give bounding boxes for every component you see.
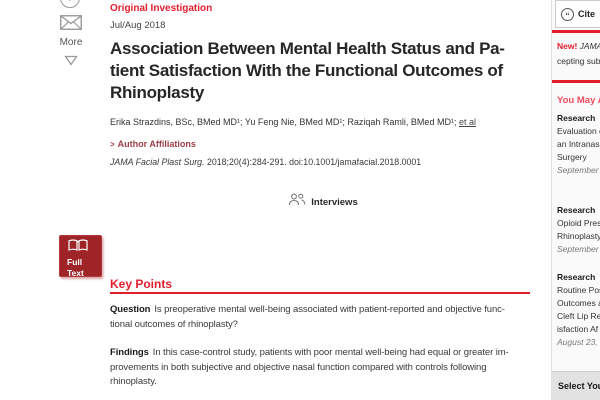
related-item-title[interactable]: Opioid Presc (557, 218, 600, 228)
findings-text: In this case-control study, patients wit… (152, 347, 509, 358)
promo-text: JAMA Fac (579, 41, 600, 51)
related-item-date: September 2 (557, 165, 600, 175)
divider (552, 30, 600, 33)
author-names: Erika Strazdins, BSc, BMed MD¹; Yu Feng … (110, 117, 459, 127)
question-text: Is preoperative mental well-being associ… (154, 304, 505, 315)
right-sidebar: “ Cite New! JAMA Fac cepting sub You May… (551, 0, 600, 400)
article-category[interactable]: Original Investigation (110, 3, 213, 14)
people-icon (288, 193, 306, 211)
related-item-date: September 2 (557, 244, 600, 254)
issue-date: Jul/Aug 2018 (110, 20, 166, 31)
related-item-title[interactable]: Surgery (557, 152, 587, 162)
title-line: tient Satisfaction With the Functional O… (110, 61, 503, 80)
citation-details: 2018;20(4):284-291. doi:10.1001/jamafaci… (204, 157, 422, 167)
findings-label: Findings (110, 347, 149, 358)
et-al-link[interactable]: et al (458, 117, 476, 127)
you-may-also-like-heading: You May Also Like (557, 95, 600, 106)
related-item-title[interactable]: Outcomes a (557, 298, 600, 308)
select-your-interests-button[interactable]: Select Your Interests (552, 371, 600, 400)
full-text-button[interactable]: Full Text (59, 235, 102, 277)
divider (552, 80, 600, 83)
related-item-title[interactable]: Rhinoplasty (557, 231, 600, 241)
select-your-interests-label: Select Your Interests (558, 381, 600, 391)
related-item-title[interactable]: Routine Pos (557, 285, 600, 295)
question-text: tional outcomes of rhinoplasty? (110, 318, 238, 330)
page-title: Association Between Mental Health Status… (110, 38, 505, 104)
related-item-title[interactable]: an Intranasa (557, 139, 600, 149)
findings-text: rhinoplasty. (110, 376, 157, 387)
quote-icon: “ (561, 7, 574, 23)
related-item-date: August 23, 2 (557, 337, 600, 347)
chevron-right-icon: > (110, 140, 115, 149)
title-line: Rhinoplasty (110, 83, 204, 102)
question-label: Question (110, 304, 151, 315)
journal-promo[interactable]: New! JAMA Fac (557, 41, 600, 51)
title-line: Association Between Mental Health Status… (110, 39, 505, 58)
cite-button[interactable]: “ Cite (555, 0, 600, 28)
citation-line: JAMA Facial Plast Surg. 2018;20(4):284-2… (110, 157, 421, 167)
interviews-label: Interviews (311, 196, 358, 208)
related-item-type: Research (557, 272, 596, 282)
related-item-title[interactable]: isfaction Af (557, 324, 599, 334)
share-more-label[interactable]: More (59, 37, 83, 48)
key-points-findings: Findings In this case-control study, pati… (110, 346, 509, 390)
findings-text: provements in both subjective and object… (110, 361, 487, 373)
key-points-heading: Key Points (110, 277, 173, 291)
full-text-label-line1: Full (67, 257, 83, 267)
author-affiliations-label: Author Affiliations (117, 139, 196, 149)
cite-button-label: Cite (578, 9, 596, 19)
author-byline: Erika Strazdins, BSc, BMed MD¹; Yu Feng … (110, 117, 476, 127)
author-affiliations-toggle[interactable]: > Author Affiliations (110, 139, 196, 149)
related-item-title[interactable]: Evaluation o (557, 126, 600, 136)
email-share-icon[interactable] (60, 15, 82, 35)
full-text-label-line2: Text (67, 267, 84, 278)
interviews-link[interactable]: Interviews (110, 193, 536, 211)
open-book-icon (67, 239, 89, 256)
key-points-question: Question Is preoperative mental well-bein… (110, 303, 505, 332)
new-badge: New! (557, 41, 578, 51)
journal-abbreviation: JAMA Facial Plast Surg. (110, 157, 205, 167)
share-toolbar: f (60, 0, 80, 8)
related-item-type: Research (557, 205, 596, 215)
facebook-share-icon[interactable]: f (60, 0, 80, 8)
related-item-title[interactable]: Cleft Lip Re (557, 311, 600, 321)
chevron-down-icon[interactable] (64, 53, 78, 71)
promo-text: cepting sub (557, 56, 600, 66)
related-item-type: Research (557, 113, 596, 123)
key-points-divider (110, 292, 530, 294)
